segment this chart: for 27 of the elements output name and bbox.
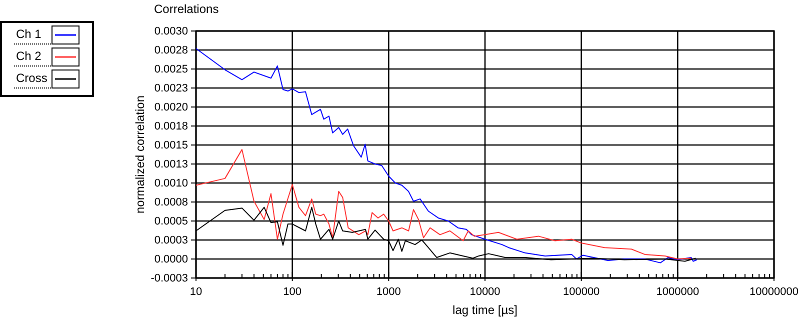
legend-label: Ch 1 <box>16 27 42 41</box>
y-tick-label: 0.0028 <box>154 44 188 57</box>
y-tick-label: 0.0020 <box>154 102 188 114</box>
y-tick-label: 0.0015 <box>154 140 188 152</box>
x-tick-label: 100000 <box>562 286 600 298</box>
x-tick-label: 10000000 <box>750 286 798 298</box>
chart-title: Correlations <box>154 2 219 16</box>
x-tick-label: 10000 <box>470 286 500 298</box>
y-tick-label: 0.0010 <box>154 178 188 190</box>
x-axis-title: lag time [µs] <box>452 303 518 317</box>
legend-label: Cross <box>16 71 48 85</box>
y-tick-label: 0.0003 <box>154 234 188 247</box>
y-tick-label: -0.0003 <box>150 272 188 285</box>
x-tick-label: 1000 <box>376 286 401 298</box>
x-tick-label: 1000000 <box>656 286 700 298</box>
y-tick-label: 0.0018 <box>154 120 188 133</box>
x-tick-label: 100 <box>283 286 302 298</box>
y-tick-label: 0.0013 <box>154 158 188 171</box>
y-axis-title: normalized correlation <box>133 95 147 214</box>
x-tick-label: 10 <box>190 286 202 298</box>
y-tick-label: 0.0025 <box>154 64 188 76</box>
y-tick-label: 0.0000 <box>154 254 188 266</box>
y-tick-label: 0.0008 <box>154 196 188 209</box>
legend-label: Ch 2 <box>16 49 42 63</box>
y-tick-label: 0.0005 <box>154 216 188 228</box>
y-tick-label: 0.0030 <box>154 26 188 38</box>
y-tick-label: 0.0023 <box>154 82 188 95</box>
